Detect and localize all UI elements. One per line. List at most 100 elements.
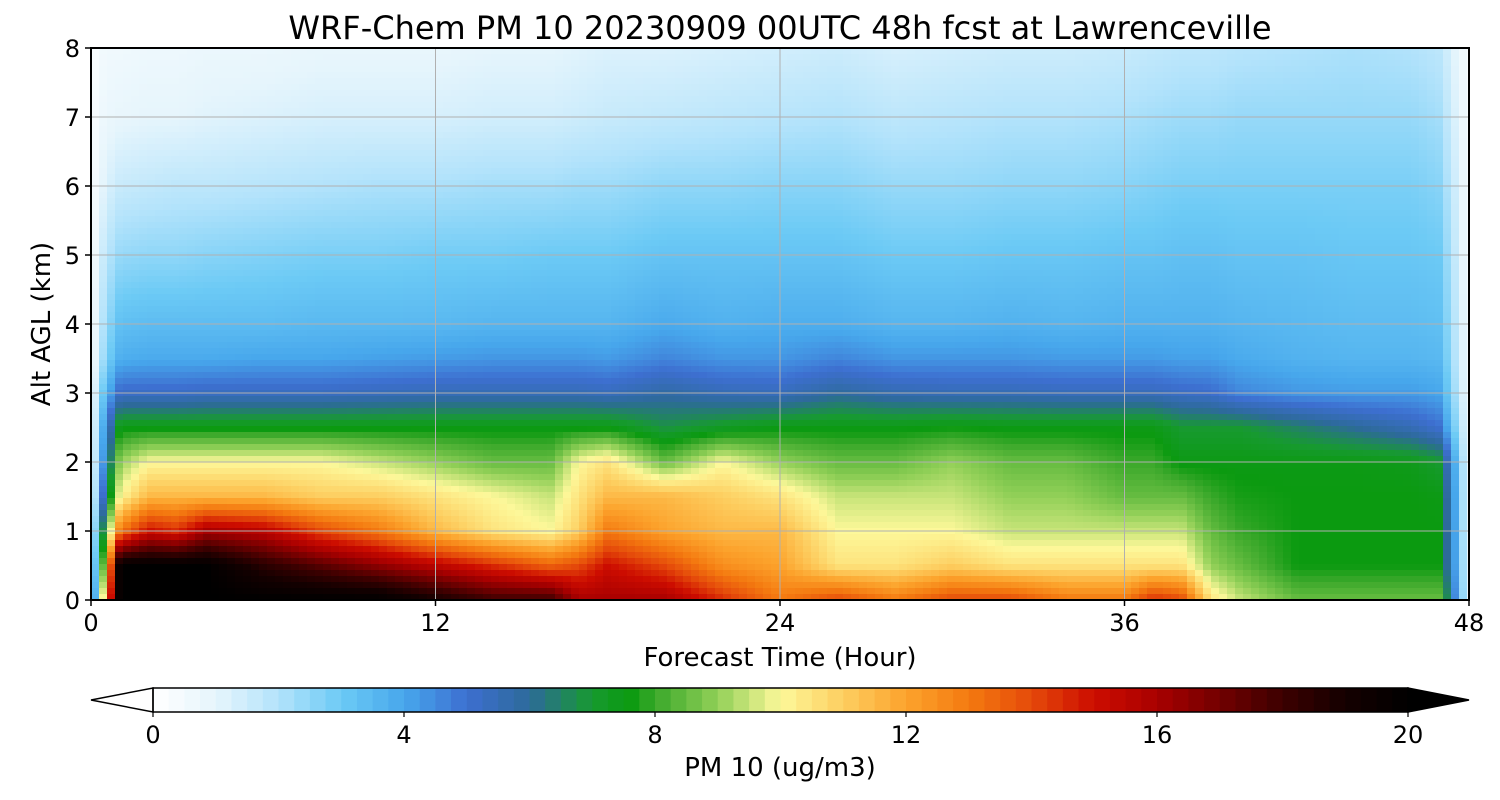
field-cell xyxy=(179,462,188,469)
field-cell xyxy=(299,552,308,559)
field-cell xyxy=(379,138,388,145)
field-cell xyxy=(451,234,460,241)
field-cell xyxy=(195,66,204,73)
field-cell xyxy=(179,312,188,319)
field-cell xyxy=(499,468,508,475)
field-cell xyxy=(163,588,172,595)
field-cell xyxy=(227,60,236,67)
field-cell xyxy=(347,360,356,367)
field-cell xyxy=(515,156,524,163)
field-cell xyxy=(187,168,196,175)
field-cell xyxy=(523,138,532,145)
field-cell xyxy=(243,444,252,451)
field-cell xyxy=(411,312,420,319)
field-cell xyxy=(131,588,140,595)
field-cell xyxy=(219,384,228,391)
field-cell xyxy=(331,240,340,247)
field-cell xyxy=(443,84,452,91)
field-cell xyxy=(467,240,476,247)
field-cell xyxy=(451,330,460,337)
field-cell xyxy=(131,156,140,163)
field-cell xyxy=(211,72,220,79)
field-cell xyxy=(227,102,236,109)
field-cell xyxy=(491,192,500,199)
field-cell xyxy=(387,510,396,517)
field-cell xyxy=(467,438,476,445)
field-cell xyxy=(123,222,132,229)
field-cell xyxy=(251,312,260,319)
field-cell xyxy=(355,420,364,427)
field-cell xyxy=(475,546,484,553)
field-cell xyxy=(299,192,308,199)
field-cell xyxy=(403,108,412,115)
field-cell xyxy=(315,552,324,559)
field-cell xyxy=(355,126,364,133)
field-cell xyxy=(187,258,196,265)
field-cell xyxy=(155,354,164,361)
field-cell xyxy=(419,156,428,163)
field-cell xyxy=(275,504,284,511)
field-cell xyxy=(187,570,196,577)
field-cell xyxy=(91,66,100,73)
field-cell xyxy=(347,378,356,385)
field-cell xyxy=(243,96,252,103)
field-cell xyxy=(435,516,444,523)
field-cell xyxy=(371,276,380,283)
field-cell xyxy=(195,120,204,127)
field-cell xyxy=(323,54,332,61)
field-cell xyxy=(515,402,524,409)
field-cell xyxy=(515,246,524,253)
field-cell xyxy=(419,72,428,79)
field-cell xyxy=(467,384,476,391)
field-cell xyxy=(491,402,500,409)
field-cell xyxy=(403,132,412,139)
field-cell xyxy=(419,378,428,385)
field-cell xyxy=(155,342,164,349)
field-cell xyxy=(443,456,452,463)
field-cell xyxy=(315,330,324,337)
field-cell xyxy=(155,480,164,487)
field-cell xyxy=(491,330,500,337)
field-cell xyxy=(307,288,316,295)
field-cell xyxy=(499,414,508,421)
field-cell xyxy=(163,156,172,163)
field-cell xyxy=(99,72,108,79)
field-cell xyxy=(187,54,196,61)
field-cell xyxy=(267,222,276,229)
field-cell xyxy=(195,228,204,235)
field-cell xyxy=(115,396,124,403)
field-cell xyxy=(99,582,108,589)
field-cell xyxy=(267,570,276,577)
field-cell xyxy=(427,558,436,565)
field-cell xyxy=(483,456,492,463)
field-cell xyxy=(147,342,156,349)
field-cell xyxy=(203,288,212,295)
field-cell xyxy=(227,84,236,91)
field-cell xyxy=(435,354,444,361)
field-cell xyxy=(195,594,204,600)
field-cell xyxy=(323,450,332,457)
field-cell xyxy=(443,582,452,589)
field-cell xyxy=(507,168,516,175)
field-cell xyxy=(515,588,524,595)
field-cell xyxy=(123,294,132,301)
field-cell xyxy=(115,432,124,439)
field-cell xyxy=(331,570,340,577)
field-cell xyxy=(315,444,324,451)
field-cell xyxy=(99,180,108,187)
field-cell xyxy=(403,588,412,595)
field-cell xyxy=(259,576,268,583)
field-cell xyxy=(515,84,524,91)
field-cell xyxy=(451,162,460,169)
field-cell xyxy=(427,438,436,445)
field-cell xyxy=(371,264,380,271)
field-cell xyxy=(355,306,364,313)
field-cell xyxy=(171,336,180,343)
field-cell xyxy=(339,558,348,565)
field-cell xyxy=(147,510,156,517)
field-cell xyxy=(323,354,332,361)
field-cell xyxy=(435,84,444,91)
field-cell xyxy=(451,246,460,253)
field-cell xyxy=(147,222,156,229)
field-cell xyxy=(107,576,116,583)
